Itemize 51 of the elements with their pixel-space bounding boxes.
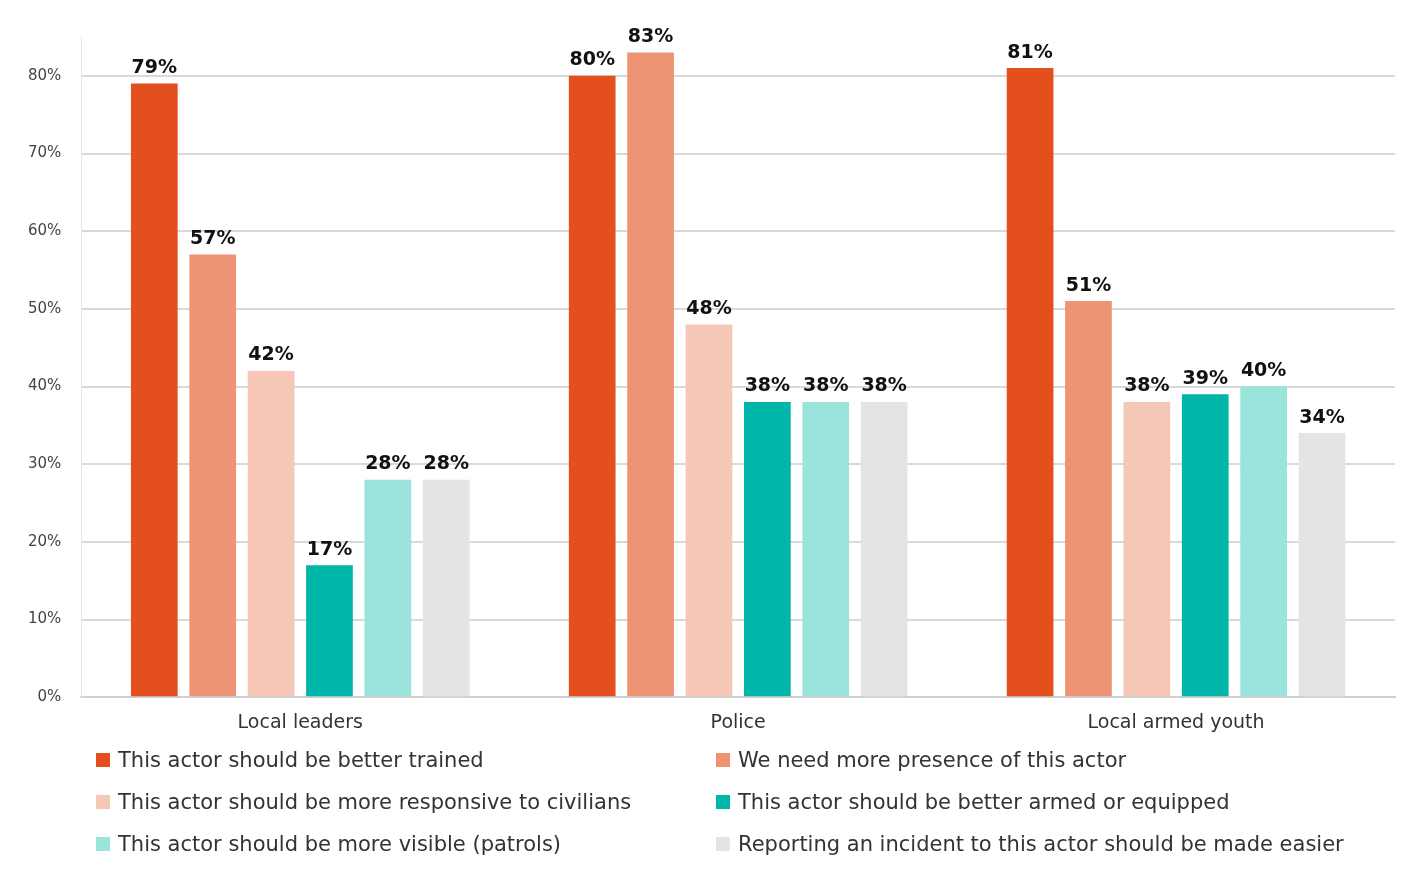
- data-label: 34%: [1299, 404, 1345, 427]
- data-label: 83%: [627, 23, 674, 46]
- x-tick-label: Police: [710, 709, 766, 732]
- data-label: 57%: [189, 225, 236, 248]
- legend-label: This actor should be more responsive to civilians: [118, 790, 632, 814]
- bar: [189, 254, 237, 697]
- y-tick-label: 10%: [28, 609, 62, 628]
- data-label: 38%: [744, 373, 791, 396]
- data-label: 38%: [803, 373, 849, 396]
- y-tick-label: 30%: [28, 454, 62, 473]
- bar: [1181, 394, 1229, 697]
- data-label: 38%: [1124, 373, 1170, 396]
- data-label: 51%: [1065, 272, 1112, 295]
- legend-label: Reporting an incident to this actor should be made easier: [738, 832, 1344, 856]
- bar: [306, 565, 353, 697]
- data-label: 48%: [686, 295, 732, 318]
- data-label: 28%: [365, 451, 411, 474]
- y-tick-label: 0%: [37, 687, 62, 706]
- data-label: 42%: [248, 342, 294, 365]
- y-tick-label: 50%: [28, 298, 62, 317]
- bar: [802, 402, 850, 697]
- legend-label: We need more presence of this actor: [738, 748, 1127, 772]
- bar: [685, 324, 733, 697]
- data-label: 28%: [423, 451, 469, 474]
- data-label: 79%: [131, 55, 178, 78]
- legend-label: This actor should be better armed or equipped: [738, 790, 1230, 814]
- y-tick-label: 40%: [28, 376, 62, 395]
- data-label: 17%: [306, 536, 353, 559]
- x-tick-label: Local armed youth: [1087, 709, 1265, 732]
- y-tick-label: 70%: [28, 143, 62, 162]
- data-label: 80%: [569, 47, 615, 70]
- bar: [1006, 68, 1054, 697]
- legend-label: This actor should be more visible (patrols): [118, 832, 562, 856]
- data-label: 38%: [861, 373, 907, 396]
- data-label: 40%: [1240, 357, 1287, 380]
- bar: [364, 479, 412, 697]
- y-tick-label: 20%: [28, 531, 62, 550]
- bar: [568, 75, 616, 697]
- y-tick-label: 80%: [28, 65, 62, 84]
- bar: [1123, 402, 1171, 697]
- data-label: 39%: [1182, 365, 1228, 388]
- bar: [1065, 301, 1112, 697]
- data-label: 81%: [1007, 39, 1053, 62]
- x-tick-label: Local leaders: [237, 709, 363, 732]
- bar: [744, 402, 791, 697]
- bar: [247, 370, 295, 697]
- y-tick-label: 60%: [28, 221, 62, 240]
- legend-label: This actor should be better trained: [118, 748, 484, 772]
- bar: [627, 52, 674, 697]
- bar: [130, 83, 178, 697]
- bar: [1240, 386, 1287, 697]
